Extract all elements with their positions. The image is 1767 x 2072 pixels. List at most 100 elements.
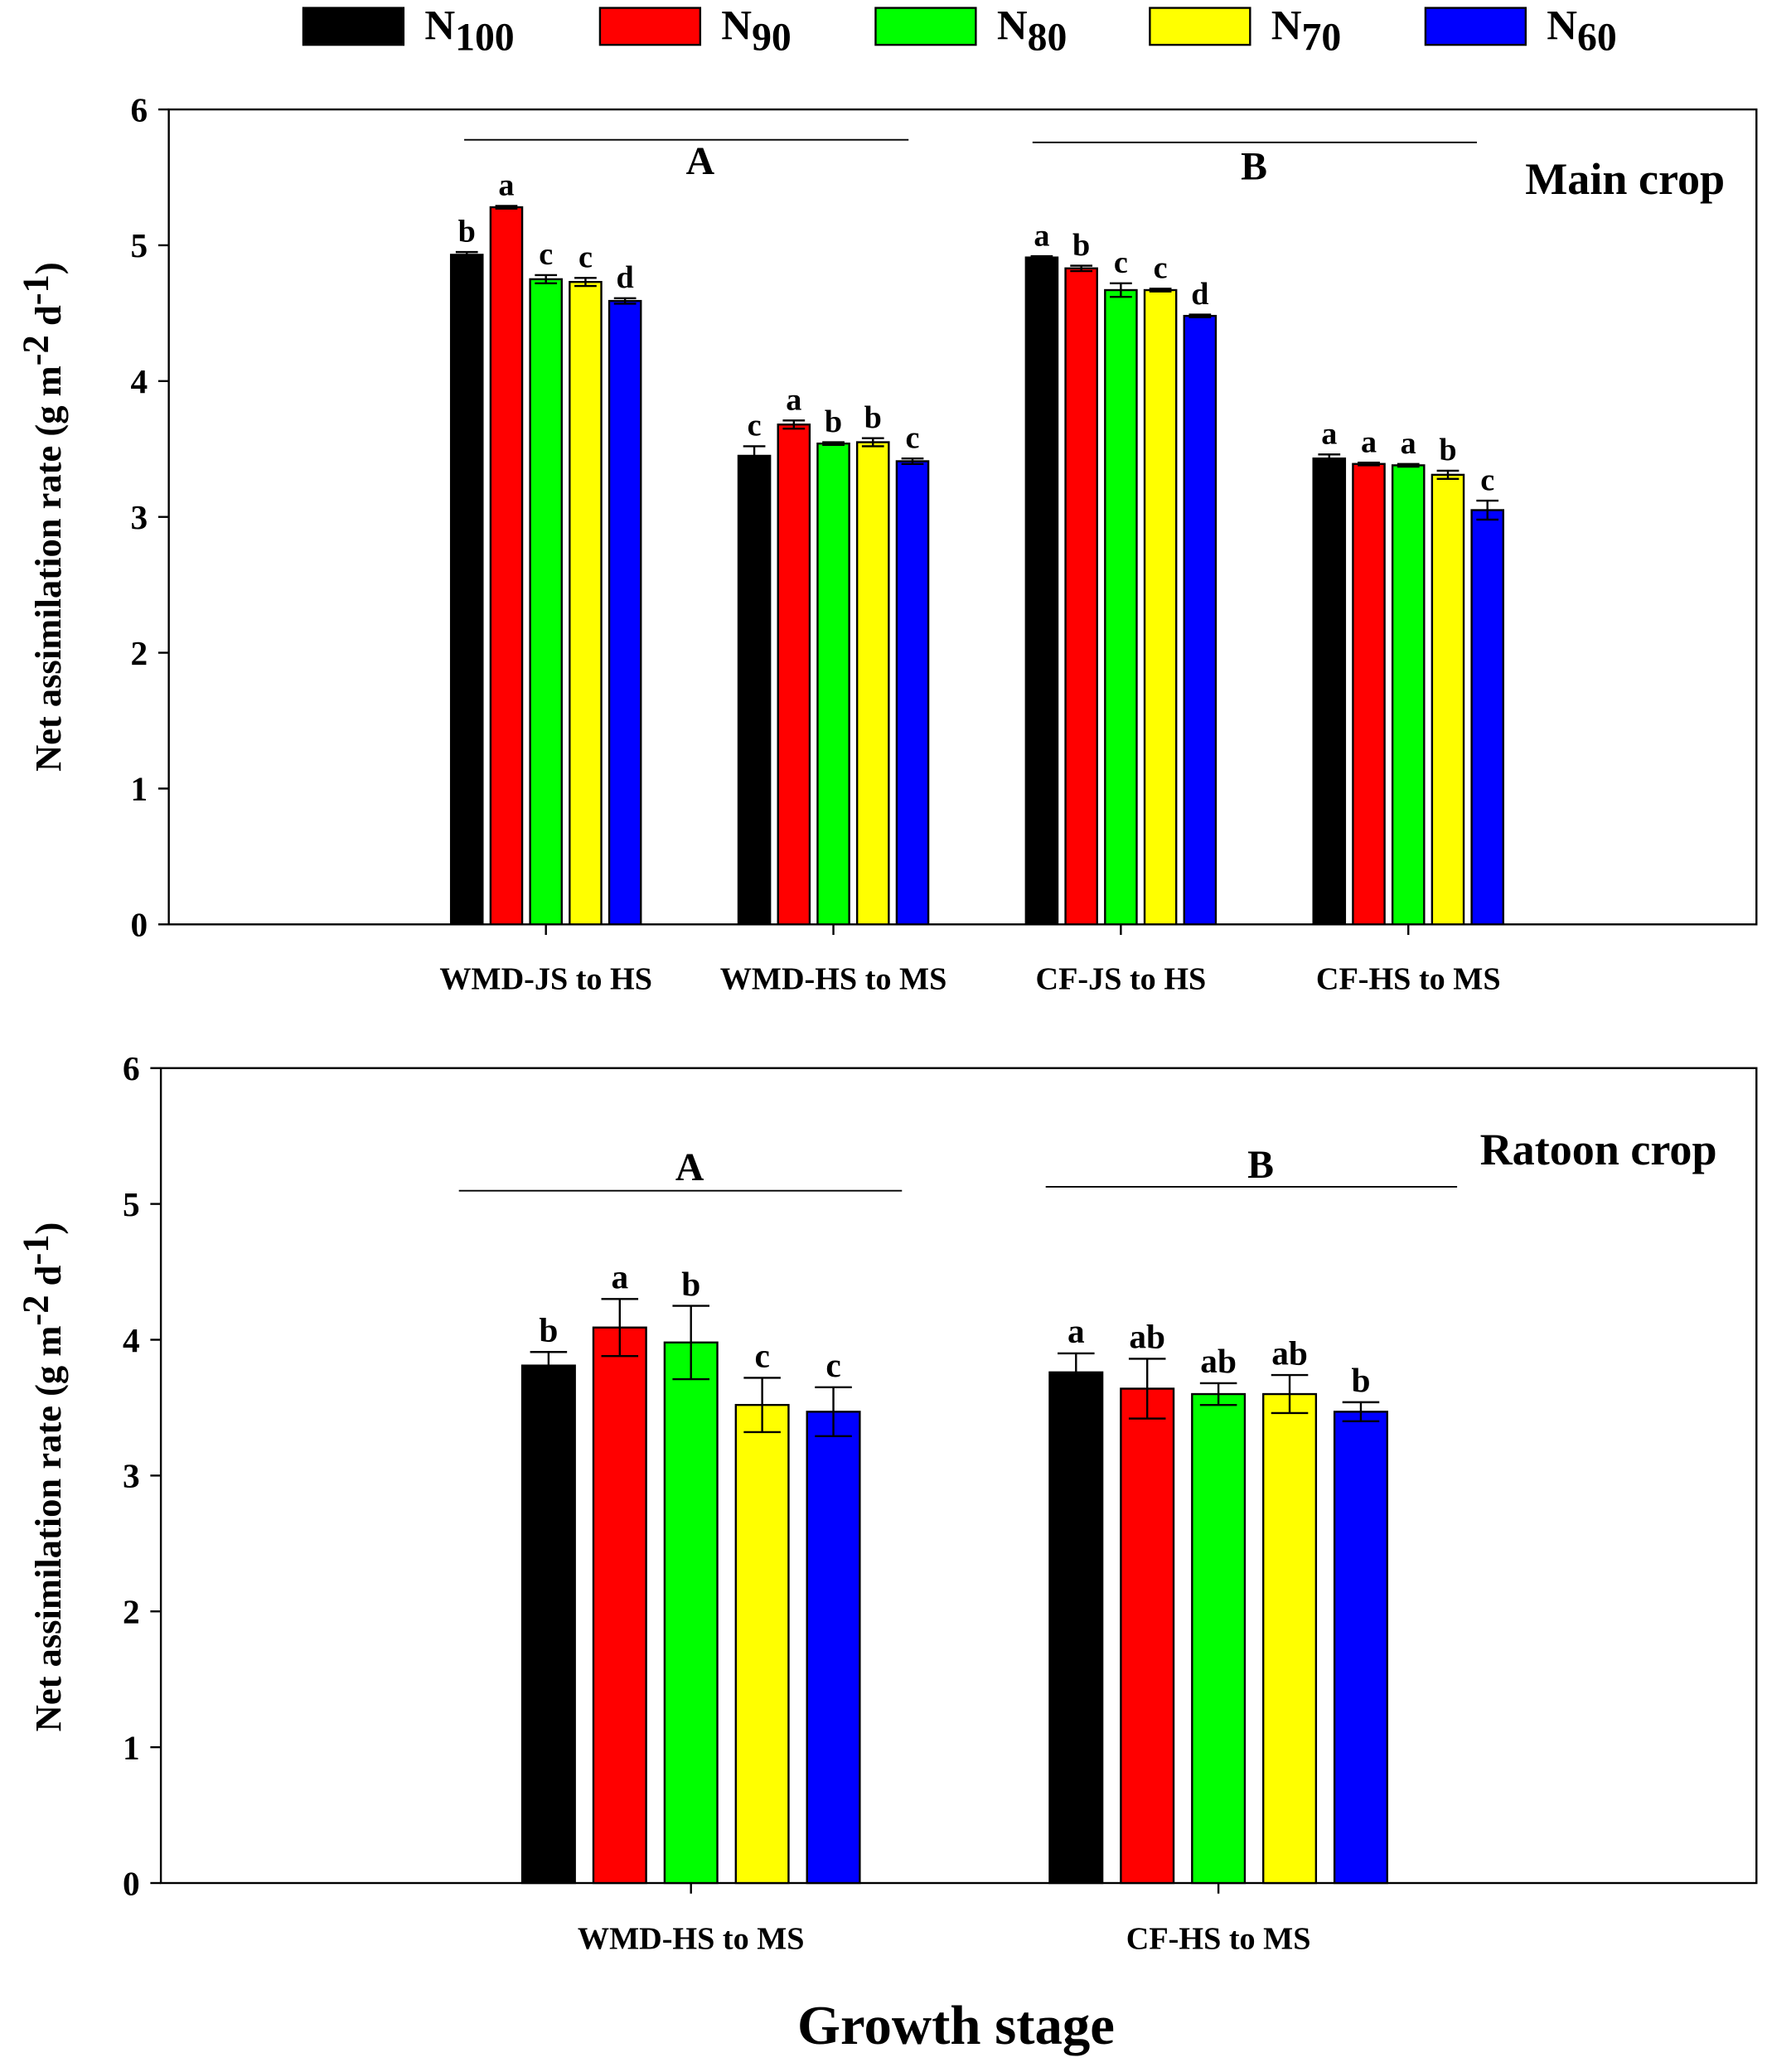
bar-N70 (855, 441, 890, 926)
bar-N80 (529, 278, 563, 926)
ratoon-crop-chart: 0 1 2 3 4 5 6 Net assimilation rate (g m-2 d-1)… (14, 1049, 1758, 1957)
y-tick-label: 6 (123, 1049, 140, 1087)
significance-letter: c (748, 409, 762, 443)
group-label: A (686, 139, 715, 183)
bar-N80 (663, 1341, 719, 1885)
bar-N90 (777, 424, 811, 926)
significance-letter: d (617, 260, 634, 295)
bar-N80 (1104, 288, 1138, 926)
group-label: B (1241, 144, 1267, 188)
bar-N90 (1120, 1387, 1175, 1885)
group-label: A (675, 1145, 704, 1189)
bar-N80 (1391, 464, 1426, 926)
legend-label-80: N80 (997, 3, 1067, 60)
x-axis-label: Growth stage (797, 1995, 1115, 2056)
y-tick-label: 2 (131, 634, 148, 672)
significance-letter: b (458, 214, 476, 249)
y-tick-label: 4 (123, 1321, 140, 1359)
significance-letter: ab (1271, 1334, 1308, 1372)
x-tick-label: CF-HS to MS (1126, 1922, 1311, 1957)
bar-N100 (520, 1364, 576, 1885)
significance-letter: a (1067, 1312, 1085, 1350)
significance-letter: c (579, 240, 593, 275)
x-tick-label: WMD-HS to MS (720, 961, 947, 996)
legend-label-70: N70 (1271, 3, 1341, 60)
legend-swatch-60 (1424, 7, 1527, 46)
bar-N100 (1024, 256, 1059, 926)
significance-letter: c (1114, 245, 1128, 280)
y-tick-label: 1 (131, 770, 148, 808)
bar-N70 (569, 280, 603, 926)
significance-letter: ab (1200, 1342, 1237, 1380)
significance-letter: a (1321, 417, 1337, 452)
significance-letter: a (498, 168, 514, 203)
bar-N70 (734, 1403, 790, 1885)
bar-N90 (1352, 462, 1386, 926)
y-tick-label: 5 (131, 226, 148, 264)
significance-letter: a (611, 1258, 628, 1296)
bar-N60 (806, 1411, 861, 1885)
main-crop-chart: 0 1 2 3 4 5 6 Net assimilation rate (g m-2 d-1)… (14, 90, 1758, 996)
y-tick-label: 5 (123, 1185, 140, 1223)
significance-letter: c (906, 420, 920, 455)
significance-letter: b (864, 400, 882, 435)
x-tick-label: WMD-JS to HS (439, 961, 652, 996)
significance-letter: a (1034, 218, 1049, 253)
y-tick-label: 2 (123, 1593, 140, 1631)
legend-swatch-80 (874, 7, 977, 46)
bar-N60 (895, 460, 930, 926)
legend-label-90: N90 (721, 3, 791, 60)
bar-N90 (592, 1326, 647, 1885)
legend-label-100: N100 (424, 3, 514, 60)
significance-letter: b (539, 1311, 558, 1349)
panel-title: Ratoon crop (1480, 1125, 1717, 1174)
legend-swatch-90 (598, 7, 702, 46)
y-tick-label: 0 (131, 906, 148, 944)
significance-letter: a (1401, 426, 1416, 461)
significance-letter: c (1480, 462, 1494, 497)
bar-N60 (1470, 509, 1504, 926)
significance-letter: b (1072, 228, 1090, 263)
bar-N90 (1064, 267, 1098, 926)
y-tick-label: 1 (123, 1728, 140, 1766)
significance-letter: c (754, 1337, 769, 1375)
significance-letter: b (1439, 433, 1456, 467)
x-tick-label: CF-JS to HS (1036, 961, 1207, 996)
bar-N100 (737, 454, 772, 926)
significance-letter: a (786, 383, 801, 418)
x-tick-label: CF-HS to MS (1316, 961, 1501, 996)
bar-N80 (816, 443, 850, 926)
bar-N90 (489, 206, 524, 926)
plot-frame (167, 108, 1758, 926)
y-tick-label: 0 (123, 1864, 140, 1902)
bar-N100 (1312, 457, 1347, 926)
group-label: B (1247, 1143, 1274, 1187)
bar-N100 (449, 254, 484, 926)
panel-title: Main crop (1525, 154, 1725, 204)
significance-letter: b (825, 404, 842, 439)
plot-frame (159, 1067, 1758, 1885)
bar-N60 (1333, 1411, 1388, 1885)
bar-N70 (1431, 473, 1465, 926)
significance-letter: a (1361, 424, 1377, 459)
bar-N70 (1143, 288, 1178, 926)
bar-N70 (1262, 1392, 1318, 1885)
legend: N100 N90 N80 N70 N60 (302, 3, 1617, 60)
y-axis-label: Net assimilation rate (g m-2 d-1) (14, 262, 69, 772)
significance-letter: c (1154, 251, 1168, 286)
legend-label-60: N60 (1547, 3, 1616, 60)
bar-N80 (1191, 1392, 1247, 1885)
x-tick-label: WMD-HS to MS (578, 1922, 805, 1957)
significance-letter: ab (1129, 1318, 1165, 1356)
bar-N60 (608, 299, 642, 926)
significance-letter: b (681, 1265, 700, 1303)
legend-swatch-100 (302, 7, 405, 46)
y-tick-label: 3 (123, 1457, 140, 1495)
significance-letter: c (539, 237, 553, 272)
significance-letter: c (825, 1346, 840, 1384)
y-axis-label: Net assimilation rate (g m-2 d-1) (14, 1222, 69, 1732)
significance-letter: b (1351, 1361, 1370, 1399)
y-tick-label: 3 (131, 498, 148, 536)
y-tick-label: 6 (131, 90, 148, 128)
